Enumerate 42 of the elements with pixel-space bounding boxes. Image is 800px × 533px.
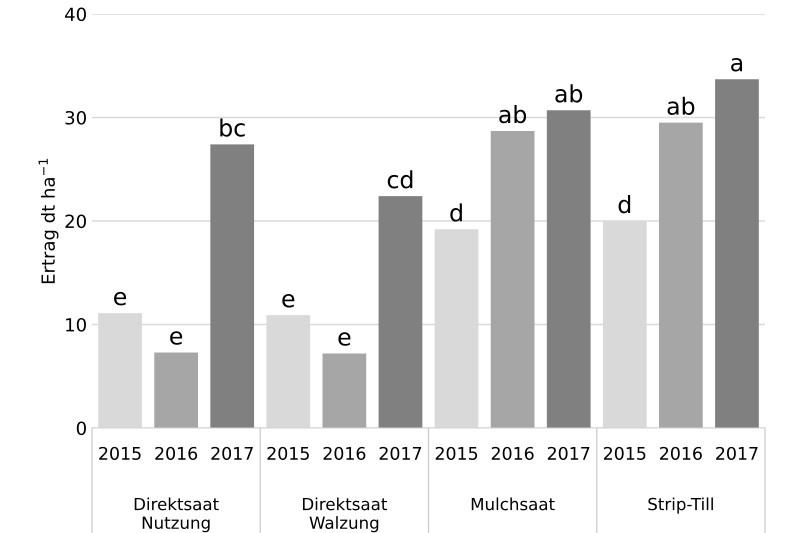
y-axis-title: Ertrag dt ha$^{−1}$ [38,158,58,284]
bar [659,122,703,428]
data-label: a [731,58,742,72]
bar [210,144,254,428]
x-tick-label: Strip-Till [648,497,713,514]
data-label: e [170,331,182,345]
text: 2015 [604,446,646,460]
bar [154,352,198,428]
bar [378,196,422,428]
y-tick-label: 0 [76,421,86,436]
y-tick-label: 20 [65,214,86,228]
series-label: 2015 [99,446,141,460]
data-label: ab [499,105,526,124]
text: 2017 [380,446,422,460]
series-label: 2016 [155,446,198,460]
text: 2016 [324,446,366,460]
data-label: e [282,294,294,308]
data-label: e [338,332,350,346]
data-label: ab [668,96,694,115]
bar [490,130,534,428]
y-tick-label: 10 [66,318,86,332]
bar [546,110,591,428]
text: 2015 [267,446,309,460]
x-tick-label: Direktsaat Walzung [303,497,387,532]
x-tick-label: Mulchsaat [472,497,555,510]
x-tick-label: Direktsaat Nutzung [134,497,219,532]
data-label: d [618,195,630,214]
series-label: 2017 [211,446,253,460]
text: 2016 [660,446,702,460]
data-label: ab [555,84,582,103]
data-label: e [114,292,126,306]
text: 2016 [492,446,534,460]
y-tick-label: 40 [65,7,86,22]
y-tick-label: 30 [66,110,86,125]
data-label: cd [388,170,412,188]
bar [322,353,366,428]
bar [715,79,759,428]
text: 2017 [716,446,758,460]
data-label: bc [220,118,245,137]
text: 2015 [436,446,478,460]
text: 2017 [548,446,590,460]
data-label: d [450,203,462,222]
